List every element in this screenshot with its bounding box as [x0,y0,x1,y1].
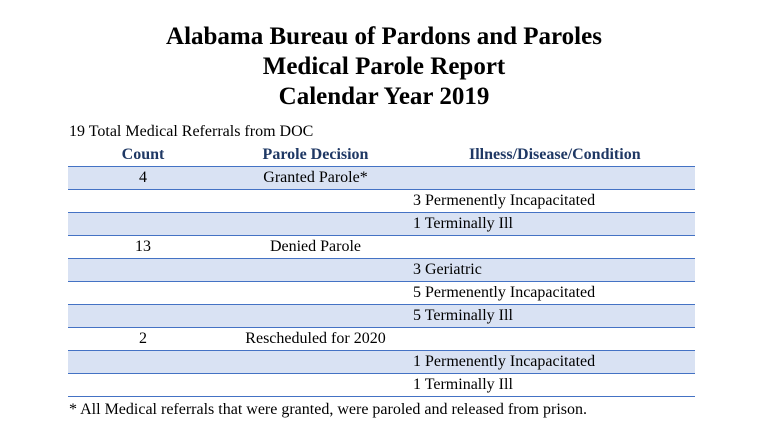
cell-count: 13 [68,235,218,259]
header-parole-decision: Parole Decision [218,143,413,167]
table-row: 1 Terminally Ill [68,373,695,397]
cell-illness: 3 Geriatric [413,258,695,282]
cell-count: 2 [68,327,218,351]
cell-parole-decision [218,373,413,397]
cell-parole-decision [218,189,413,213]
cell-count [68,304,218,328]
cell-count [68,350,218,374]
table-row: 1 Terminally Ill [68,212,695,236]
cell-count [68,189,218,213]
title-line-year: Calendar Year 2019 [278,83,490,110]
table-body: 4 Granted Parole* 3 Permenently Incapacita… [68,166,695,397]
header-count: Count [68,143,218,167]
table-row: 3 Geriatric [68,258,695,282]
title-line-agency: Alabama Bureau of Pardons and Paroles [166,23,602,50]
cell-illness: 1 Terminally Ill [413,212,695,236]
cell-illness [413,166,695,190]
cell-parole-decision [218,281,413,305]
cell-parole-decision [218,350,413,374]
report-title: Alabama Bureau of Pardons and Paroles Me… [0,22,768,112]
table-row: 2 Rescheduled for 2020 [68,327,695,351]
cell-count: 4 [68,166,218,190]
table-row: 3 Permenently Incapacitated [68,189,695,213]
cell-parole-decision: Denied Parole [218,235,413,259]
cell-count [68,212,218,236]
cell-parole-decision: Granted Parole* [218,166,413,190]
cell-illness [413,235,695,259]
cell-illness: 1 Terminally Ill [413,373,695,397]
table-row: 5 Terminally Ill [68,304,695,328]
cell-parole-decision: Rescheduled for 2020 [218,327,413,351]
table-header-row: Count Parole Decision Illness/Disease/Co… [68,143,695,167]
cell-count [68,258,218,282]
table-row: 4 Granted Parole* [68,166,695,190]
table-row: 5 Permenently Incapacitated [68,281,695,305]
table-row: 1 Permenently Incapacitated [68,350,695,374]
cell-parole-decision [218,304,413,328]
medical-parole-table: Count Parole Decision Illness/Disease/Co… [68,143,695,397]
cell-parole-decision [218,212,413,236]
footnote: * All Medical referrals that were grante… [69,401,587,418]
header-illness: Illness/Disease/Condition [413,143,695,167]
cell-illness: 5 Permenently Incapacitated [413,281,695,305]
referrals-subheading: 19 Total Medical Referrals from DOC [69,123,314,140]
cell-illness [413,327,695,351]
cell-illness: 3 Permenently Incapacitated [413,189,695,213]
title-line-report: Medical Parole Report [262,53,506,80]
cell-illness: 5 Terminally Ill [413,304,695,328]
table-row: 13 Denied Parole [68,235,695,259]
cell-parole-decision [218,258,413,282]
cell-count [68,281,218,305]
cell-count [68,373,218,397]
cell-illness: 1 Permenently Incapacitated [413,350,695,374]
